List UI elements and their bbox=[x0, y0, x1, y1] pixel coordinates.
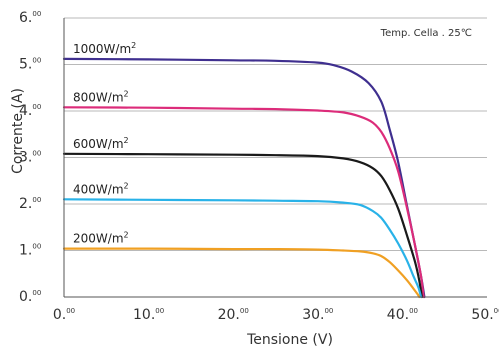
series-label-2: 600W/m2 bbox=[73, 136, 129, 151]
series-lines bbox=[62, 57, 426, 299]
series-label-1: 800W/m2 bbox=[73, 89, 129, 104]
x-tick-label: 20.00 bbox=[218, 307, 249, 323]
y-tick-label: 1.00 bbox=[19, 243, 41, 259]
y-axis-title: Corrente (A) bbox=[10, 88, 26, 174]
y-tick-label: 0.00 bbox=[19, 289, 41, 305]
temperature-annotation: Temp. Cella . 25℃ bbox=[380, 28, 472, 39]
series-labels: 1000W/m2 800W/m2 600W/m2 400W/m2 200W/m2 bbox=[73, 41, 136, 246]
axes: 0.001.002.003.004.005.006.000.00 10.00 20.… bbox=[19, 10, 499, 323]
series-line-3 bbox=[62, 198, 423, 299]
x-axis-title: Tensione (V) bbox=[246, 332, 333, 348]
x-tick-label: 30.00 bbox=[302, 307, 333, 323]
series-line-4 bbox=[62, 247, 421, 299]
series-label-0: 1000W/m2 bbox=[73, 41, 136, 56]
x-tick-label: 0.00 bbox=[53, 307, 75, 323]
x-tick-label: 40.00 bbox=[387, 307, 418, 323]
series-line-2 bbox=[62, 152, 423, 299]
series-label-3: 400W/m2 bbox=[73, 181, 129, 196]
y-tick-label: 2.00 bbox=[19, 196, 41, 212]
x-tick-label: 50.00 bbox=[471, 307, 499, 323]
x-tick-label: 10.00 bbox=[133, 307, 164, 323]
y-tick-label: 6.00 bbox=[19, 10, 41, 26]
y-tick-label: 5.00 bbox=[19, 57, 41, 73]
series-line-1 bbox=[62, 106, 425, 299]
series-label-4: 200W/m2 bbox=[73, 231, 129, 246]
